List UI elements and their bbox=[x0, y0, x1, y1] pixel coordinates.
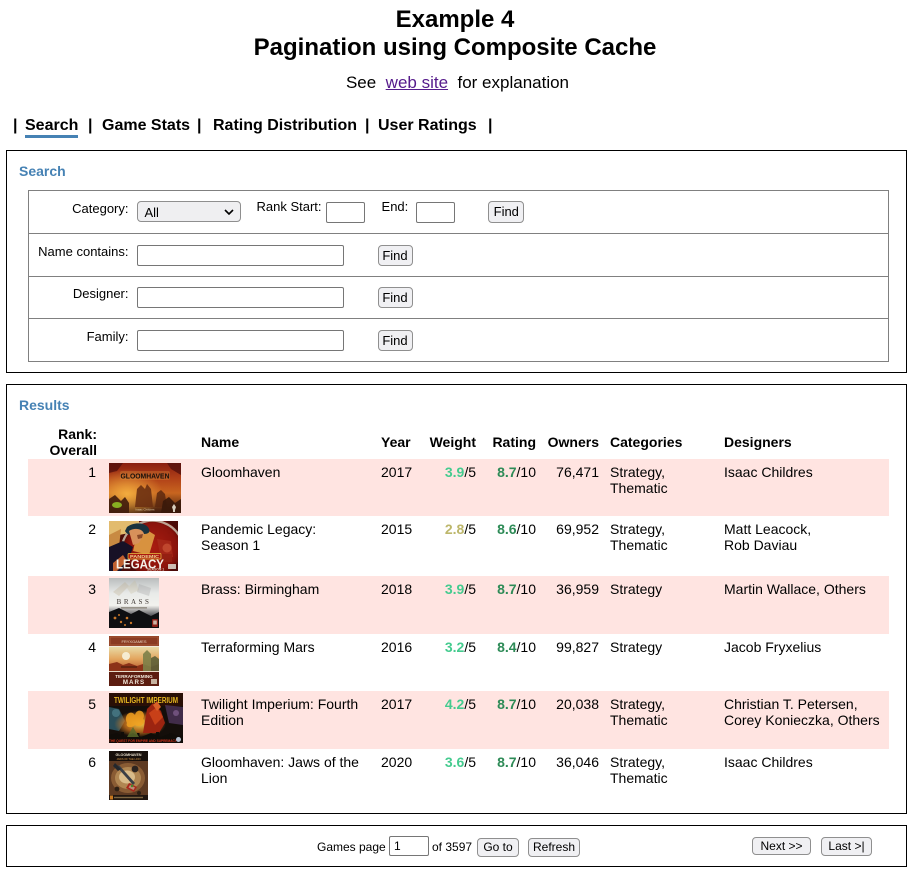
svg-text:THE QUEST FOR EMPIRE AND SUPRE: THE QUEST FOR EMPIRE AND SUPREMACY bbox=[109, 739, 178, 743]
svg-text:BRASS: BRASS bbox=[117, 598, 152, 606]
svg-text:TWILIGHT IMPERIUM: TWILIGHT IMPERIUM bbox=[114, 696, 178, 705]
svg-text:GLOOMHAVEN: GLOOMHAVEN bbox=[121, 472, 170, 481]
svg-text:TERRAFORMING: TERRAFORMING bbox=[115, 674, 153, 679]
svg-text:JAWS OF THE LION: JAWS OF THE LION bbox=[116, 757, 140, 761]
svg-text:Isaac Childres: Isaac Childres bbox=[135, 508, 155, 512]
svg-text:FRYXGAMES: FRYXGAMES bbox=[121, 639, 146, 644]
svg-text:SEASON 1: SEASON 1 bbox=[147, 568, 164, 572]
svg-text:LEGACY: LEGACY bbox=[116, 558, 165, 572]
svg-text:GLOOMHAVEN: GLOOMHAVEN bbox=[116, 753, 142, 757]
svg-text:MARS: MARS bbox=[123, 679, 145, 686]
svg-text:PANDEMIC: PANDEMIC bbox=[130, 554, 160, 559]
